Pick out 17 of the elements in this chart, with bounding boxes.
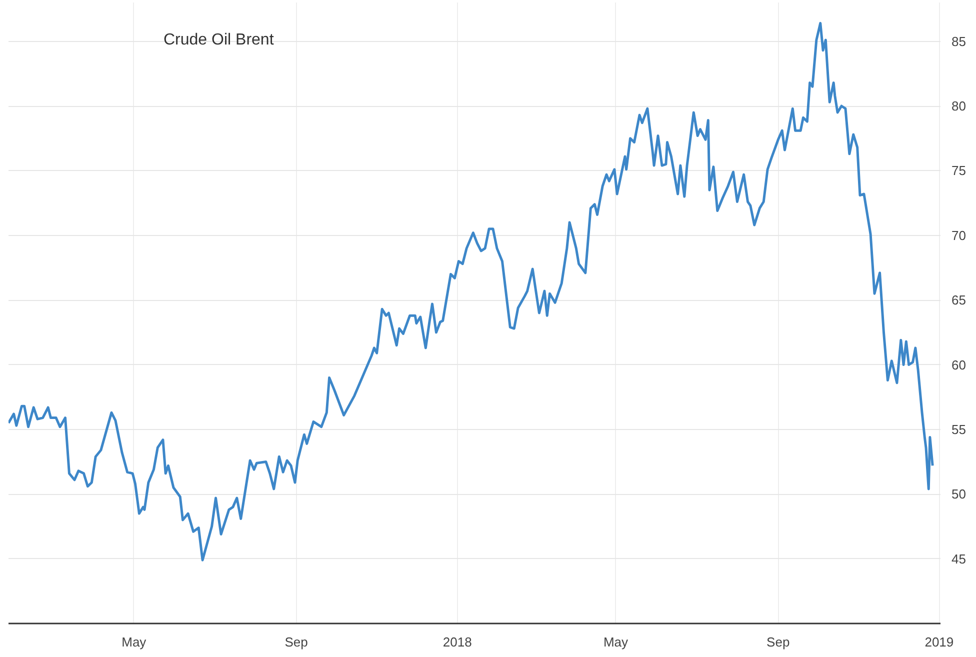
- y-tick-label: 55: [952, 422, 966, 437]
- y-tick-label: 70: [952, 228, 966, 243]
- x-tick-label: Sep: [284, 634, 308, 650]
- y-tick-label: 45: [952, 551, 966, 566]
- x-tick-label: May: [603, 634, 629, 650]
- x-tick-label: Sep: [766, 634, 790, 650]
- x-tick-label: 2018: [442, 634, 472, 650]
- x-tick-label: May: [122, 634, 147, 650]
- y-tick-label: 85: [952, 34, 966, 49]
- text: Crude Oil Brent: [164, 32, 274, 48]
- x-tick-label: 2019: [924, 634, 954, 650]
- line-series: [8, 22, 934, 562]
- y-tick-label: 50: [952, 486, 966, 502]
- y-tick-label: 65: [952, 292, 966, 308]
- y-tick-label: 80: [952, 98, 966, 114]
- y-tick-label: 75: [952, 163, 966, 178]
- y-tick-label: 60: [952, 357, 966, 372]
